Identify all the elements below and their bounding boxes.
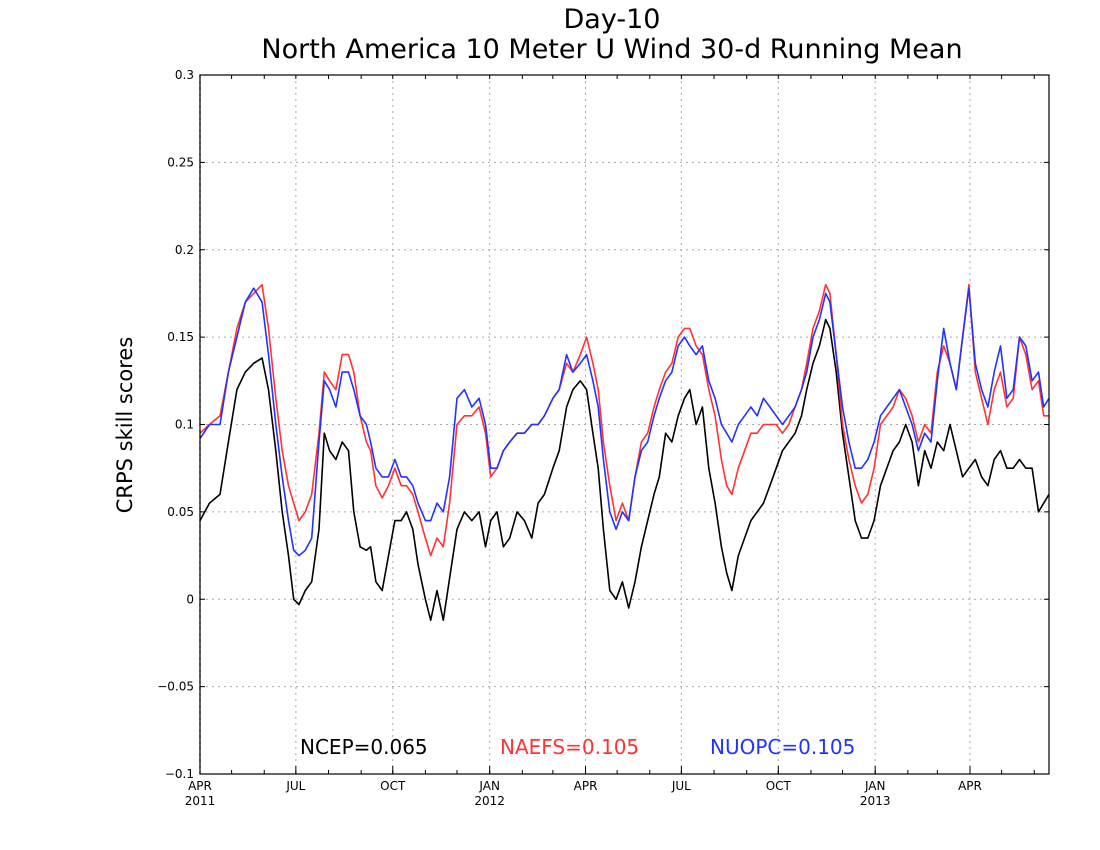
y-tick-label: 0.05 (167, 505, 194, 519)
series-line-nuopc (199, 287, 1050, 557)
legend: NCEP=0.065 NAEFS=0.105 NUOPC=0.105 (300, 735, 855, 759)
x-tick-label: OCT (380, 779, 406, 793)
y-tick-label: 0.2 (175, 243, 194, 257)
y-tick-label: −0.1 (165, 767, 194, 781)
y-tick-label: 0.25 (167, 155, 194, 169)
x-tick-label: JUL (285, 779, 305, 793)
y-axis-ticks: −0.1 −0.05 0 0.05 0.1 0.15 0.2 0.25 0.3 (157, 68, 1049, 781)
y-axis-label: CRPS skill scores (113, 337, 137, 514)
plot-frame (199, 74, 1050, 775)
series-line-naefs (199, 283, 1049, 557)
x-tick-label: JAN (864, 779, 886, 793)
series-line-ncep (199, 318, 1050, 622)
chart-title: Day-10 (564, 4, 661, 35)
chart-subtitle: North America 10 Meter U Wind 30-d Runni… (261, 34, 962, 65)
legend-stat-ncep: NCEP=0.065 (300, 735, 428, 759)
x-tick-label: JAN (478, 779, 500, 793)
x-tick-year-label: 2011 (185, 794, 216, 808)
legend-stat-naefs: NAEFS=0.105 (500, 735, 639, 759)
x-tick-label: APR (188, 779, 212, 793)
y-tick-label: −0.05 (157, 680, 194, 694)
y-tick-label: 0 (186, 592, 194, 606)
x-tick-label: OCT (766, 779, 792, 793)
x-tick-year-label: 2013 (860, 794, 891, 808)
x-tick-label: APR (958, 779, 982, 793)
y-tick-label: 0.15 (167, 330, 194, 344)
x-tick-label: JUL (671, 779, 691, 793)
x-tick-year-label: 2012 (474, 794, 505, 808)
y-tick-label: 0.1 (175, 418, 194, 432)
x-tick-label: APR (574, 779, 598, 793)
y-tick-label: 0.3 (175, 68, 194, 82)
series-group (199, 283, 1050, 622)
legend-stat-nuopc: NUOPC=0.105 (710, 735, 855, 759)
